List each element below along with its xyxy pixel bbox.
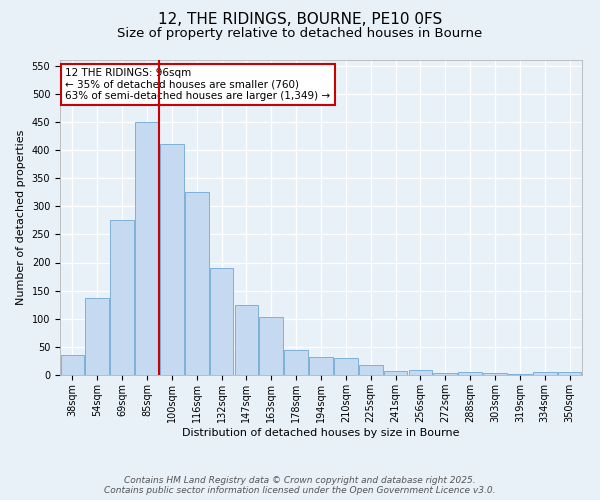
Bar [135,122,159,375]
Bar [558,372,581,375]
Bar [309,357,333,375]
Bar [259,317,283,375]
Bar [458,372,482,375]
Bar [210,268,233,375]
Bar [533,372,557,375]
X-axis label: Distribution of detached houses by size in Bourne: Distribution of detached houses by size … [182,428,460,438]
Bar [483,374,507,375]
Text: 12, THE RIDINGS, BOURNE, PE10 0FS: 12, THE RIDINGS, BOURNE, PE10 0FS [158,12,442,28]
Bar [384,370,407,375]
Bar [284,350,308,375]
Bar [61,356,84,375]
Text: Size of property relative to detached houses in Bourne: Size of property relative to detached ho… [118,28,482,40]
Bar [85,298,109,375]
Text: 12 THE RIDINGS: 96sqm
← 35% of detached houses are smaller (760)
63% of semi-det: 12 THE RIDINGS: 96sqm ← 35% of detached … [65,68,331,101]
Bar [160,144,184,375]
Bar [110,220,134,375]
Bar [185,192,209,375]
Bar [433,374,457,375]
Bar [359,365,383,375]
Bar [334,358,358,375]
Text: Contains HM Land Registry data © Crown copyright and database right 2025.
Contai: Contains HM Land Registry data © Crown c… [104,476,496,495]
Bar [508,374,532,375]
Bar [409,370,432,375]
Y-axis label: Number of detached properties: Number of detached properties [16,130,26,305]
Bar [235,304,258,375]
